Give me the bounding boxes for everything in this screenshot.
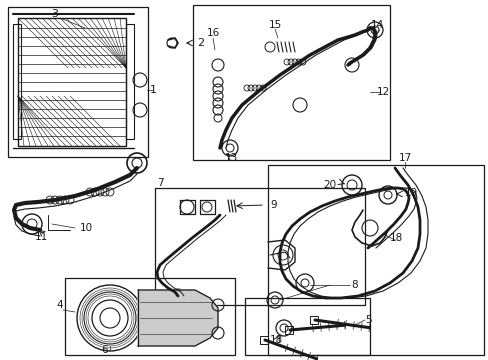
Text: 13: 13	[224, 153, 238, 163]
Text: 8: 8	[351, 280, 358, 290]
Text: 11: 11	[35, 232, 48, 242]
Bar	[8, 7, 148, 157]
Text: 4: 4	[57, 300, 63, 310]
Text: 1: 1	[149, 85, 156, 95]
Text: 6: 6	[102, 345, 108, 355]
Bar	[65, 278, 235, 355]
Bar	[309, 316, 317, 324]
Text: 14: 14	[369, 20, 383, 30]
Text: 15: 15	[268, 20, 281, 30]
Bar	[155, 188, 364, 305]
Text: 7: 7	[156, 178, 163, 188]
Bar	[244, 298, 369, 355]
Bar	[13, 24, 21, 139]
Text: 20: 20	[323, 180, 336, 190]
Bar	[260, 336, 267, 344]
Text: 3: 3	[51, 9, 59, 19]
Bar	[126, 24, 134, 139]
Text: 2: 2	[197, 38, 203, 48]
Bar	[267, 165, 483, 355]
Text: 17: 17	[398, 153, 411, 163]
Text: 18: 18	[389, 233, 403, 243]
Text: 9: 9	[269, 200, 276, 210]
Text: 19: 19	[404, 188, 417, 198]
Bar	[18, 18, 126, 146]
Text: 16: 16	[206, 28, 219, 38]
Text: 5: 5	[364, 315, 370, 325]
Text: 18: 18	[269, 335, 283, 345]
Text: 12: 12	[376, 87, 389, 97]
Text: 10: 10	[80, 223, 93, 233]
Polygon shape	[138, 290, 218, 346]
Bar	[193, 5, 389, 160]
Bar	[285, 326, 292, 334]
